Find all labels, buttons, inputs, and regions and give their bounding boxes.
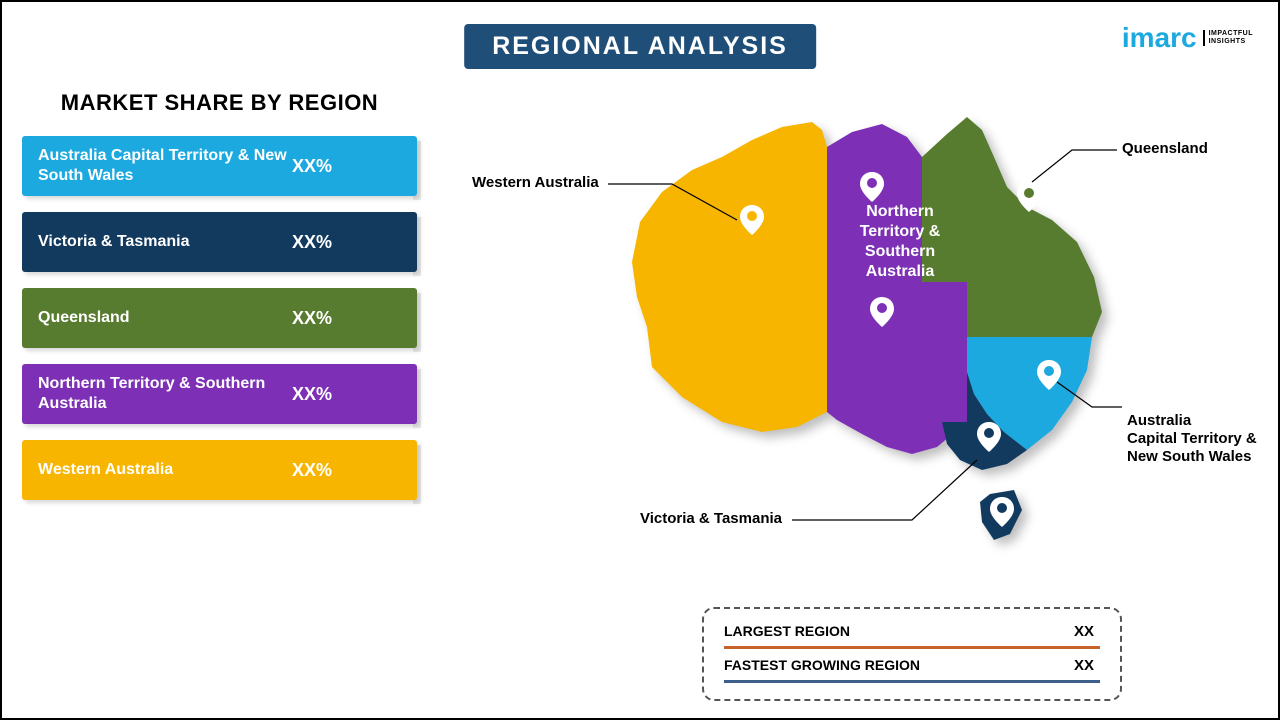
legend-row-fastest: FASTEST GROWING REGION XX: [724, 657, 1100, 674]
region-label: Northern Territory & Southern Australia: [22, 374, 292, 414]
region-pct: XX%: [292, 232, 352, 253]
region-pct: XX%: [292, 308, 352, 329]
region-label: Australia Capital Territory & New South …: [22, 146, 292, 186]
legend-label-largest: LARGEST REGION: [724, 623, 850, 639]
region-pct: XX%: [292, 384, 352, 405]
region-pct: XX%: [292, 156, 352, 177]
region-bar-nt: Northern Territory & Southern Australia …: [22, 364, 417, 424]
map-label-wa: Western Australia: [472, 174, 599, 192]
brand-logo: imarc IMPACTFUL INSIGHTS: [1122, 22, 1253, 54]
page-title-banner: REGIONAL ANALYSIS: [464, 24, 816, 69]
legend-value-fastest: XX: [1054, 657, 1100, 674]
legend-box: LARGEST REGION XX FASTEST GROWING REGION…: [702, 607, 1122, 701]
australia-map: NorthernTerritory &SouthernAustralia Wes…: [472, 102, 1252, 602]
region-pct: XX%: [292, 460, 352, 481]
region-label: Queensland: [22, 308, 292, 328]
map-label-nsw: AustraliaCapital Territory &New South Wa…: [1127, 412, 1272, 466]
market-share-panel: MARKET SHARE BY REGION Australia Capital…: [22, 90, 417, 516]
map-label-qld: Queensland: [1122, 140, 1208, 158]
region-bar-nsw: Australia Capital Territory & New South …: [22, 136, 417, 196]
map-label-vic: Victoria & Tasmania: [640, 510, 782, 528]
logo-tagline: IMPACTFUL INSIGHTS: [1203, 30, 1253, 45]
region-bar-vic: Victoria & Tasmania XX%: [22, 212, 417, 272]
legend-underline-largest: [724, 646, 1100, 649]
page-title: REGIONAL ANALYSIS: [492, 32, 788, 60]
region-bar-qld: Queensland XX%: [22, 288, 417, 348]
legend-value-largest: XX: [1054, 623, 1100, 640]
logo-text: imarc: [1122, 22, 1197, 54]
region-label: Western Australia: [22, 460, 292, 480]
region-bar-wa: Western Australia XX%: [22, 440, 417, 500]
legend-row-largest: LARGEST REGION XX: [724, 623, 1100, 640]
region-label: Victoria & Tasmania: [22, 232, 292, 252]
legend-label-fastest: FASTEST GROWING REGION: [724, 657, 920, 673]
legend-underline-fastest: [724, 680, 1100, 683]
market-share-title: MARKET SHARE BY REGION: [22, 90, 417, 116]
